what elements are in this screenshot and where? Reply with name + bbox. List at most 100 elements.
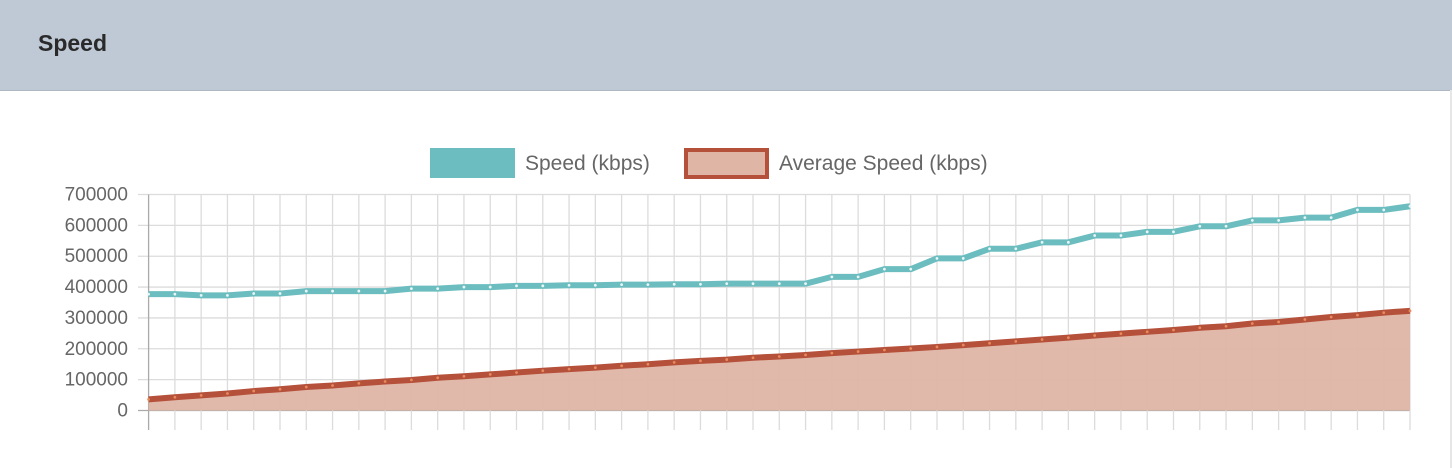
legend-swatch-average-speed[interactable] xyxy=(684,148,769,179)
legend-swatch-speed[interactable] xyxy=(430,148,515,178)
average-speed-point xyxy=(1250,322,1254,325)
speed-point xyxy=(541,284,545,288)
average-speed-point xyxy=(856,350,860,353)
speed-point xyxy=(751,282,755,286)
panel-border xyxy=(1450,90,1452,468)
average-speed-point xyxy=(541,369,545,373)
speed-point xyxy=(515,284,518,288)
legend-label-average-speed[interactable]: Average Speed (kbps) xyxy=(779,152,988,175)
average-speed-point xyxy=(383,380,387,383)
speed-point xyxy=(1277,219,1281,222)
average-speed-point xyxy=(409,378,413,382)
speed-point xyxy=(777,282,781,286)
average-speed-point xyxy=(252,389,256,393)
speed-point xyxy=(725,282,729,286)
average-speed-point xyxy=(1172,328,1175,332)
average-speed-point xyxy=(777,355,781,358)
average-speed-point xyxy=(1356,313,1359,317)
average-speed-point xyxy=(199,393,203,397)
speed-point xyxy=(1119,234,1123,237)
legend-label-speed[interactable]: Speed (kbps) xyxy=(525,152,650,175)
speed-point xyxy=(1093,234,1097,237)
speed-point xyxy=(1145,230,1149,234)
speed-point xyxy=(1040,240,1044,244)
speed-point xyxy=(883,267,886,271)
series-layer xyxy=(147,203,1412,411)
average-speed-point xyxy=(1198,326,1202,330)
speed-point xyxy=(830,275,834,279)
speed-point xyxy=(278,292,282,295)
speed-point xyxy=(804,282,807,286)
speed-point xyxy=(1014,247,1018,251)
average-speed-point xyxy=(331,384,334,387)
y-axis: 0 100000 200000 300000 400000 500000 600000 700… xyxy=(65,185,128,422)
average-speed-point xyxy=(646,362,650,366)
speed-point xyxy=(856,275,860,279)
average-speed-point xyxy=(672,360,676,364)
speed-point xyxy=(1066,240,1070,244)
speed-point xyxy=(1172,230,1175,234)
panel-title: Speed xyxy=(38,30,108,56)
speed-point xyxy=(646,283,650,287)
average-speed-point xyxy=(567,367,571,371)
average-speed-point xyxy=(593,366,597,370)
average-speed-point xyxy=(725,358,729,361)
average-speed-point xyxy=(462,374,466,378)
y-tick-label: 700000 xyxy=(65,185,128,206)
average-speed-point xyxy=(988,341,991,345)
y-tick-label: 0 xyxy=(117,401,128,422)
speed-point xyxy=(961,256,965,260)
speed-point xyxy=(1408,204,1412,208)
average-speed-point xyxy=(173,395,177,399)
average-speed-point xyxy=(1329,315,1333,319)
speed-point xyxy=(304,289,308,293)
speed-point xyxy=(1224,224,1228,228)
speed-point xyxy=(1250,219,1254,222)
average-speed-point xyxy=(961,343,965,347)
speed-point xyxy=(488,285,492,289)
speed-point xyxy=(909,267,913,271)
speed-point xyxy=(331,289,334,293)
legend: Speed (kbps) Average Speed (kbps) xyxy=(430,148,988,179)
speed-point xyxy=(409,287,413,291)
average-speed-point xyxy=(830,351,834,355)
y-tick-label: 200000 xyxy=(65,339,128,360)
average-speed-point xyxy=(1382,311,1386,315)
speed-point xyxy=(357,289,361,293)
speed-point xyxy=(147,292,151,296)
average-speed-point xyxy=(304,385,308,389)
y-tick-label: 500000 xyxy=(65,246,128,267)
speed-point xyxy=(1303,216,1307,220)
speed-point xyxy=(1356,208,1359,212)
average-speed-point xyxy=(147,397,151,401)
average-speed-point xyxy=(278,387,282,391)
y-tick-label: 100000 xyxy=(65,370,128,391)
average-speed-point xyxy=(436,376,440,380)
speed-point xyxy=(935,256,939,260)
speed-point xyxy=(252,292,256,295)
speed-point xyxy=(1329,216,1333,220)
y-tick-label: 300000 xyxy=(65,308,128,329)
average-speed-point xyxy=(804,353,807,357)
panel-header: Speed xyxy=(0,0,1452,91)
speed-point xyxy=(699,282,702,286)
average-speed-point xyxy=(1408,309,1412,313)
average-speed-point xyxy=(935,345,939,349)
average-speed-point xyxy=(751,356,755,360)
speed-point xyxy=(199,294,203,297)
speed-point xyxy=(593,283,597,287)
average-speed-point xyxy=(1277,320,1281,324)
average-speed-point xyxy=(357,381,361,385)
average-speed-point xyxy=(1066,336,1070,340)
average-speed-point xyxy=(1145,330,1149,334)
y-tick-label: 400000 xyxy=(65,277,128,298)
average-speed-point xyxy=(1014,339,1018,343)
average-speed-point xyxy=(909,347,913,350)
average-speed-point xyxy=(620,364,624,368)
speed-point xyxy=(1382,208,1386,212)
average-speed-point xyxy=(226,392,229,395)
speed-point xyxy=(436,287,440,291)
average-speed-point xyxy=(1119,332,1123,336)
speed-point xyxy=(1198,224,1202,228)
speed-point xyxy=(988,247,991,251)
